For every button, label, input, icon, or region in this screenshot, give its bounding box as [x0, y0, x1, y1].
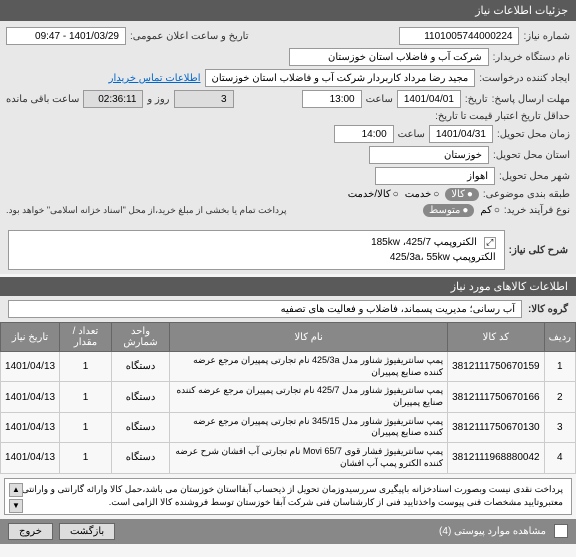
need-no-field: 1101005744000224: [399, 27, 519, 45]
delivery-label: زمان محل تحویل:: [497, 129, 570, 140]
footer-bar: مشاهده موارد پیوستی (4) بازگشت خروج: [0, 519, 576, 544]
validity-label: حداقل تاریخ اعتبار قیمت تا تاریخ:: [435, 111, 570, 122]
radio-goods[interactable]: ● کالا: [445, 188, 479, 201]
table-cell: پمپ سانتریفیوژ فشار قوی Movi 65/7 نام تج…: [170, 443, 448, 473]
table-cell: 1: [544, 352, 575, 382]
days-field: 3: [174, 90, 234, 108]
table-cell: 1: [60, 352, 112, 382]
province-field: خوزستان: [369, 146, 489, 164]
group-row: گروه کالا: آب رسانی؛ مدیریت پسماند، فاضل…: [0, 296, 576, 322]
contact-link[interactable]: اطلاعات تماس خریدار: [109, 73, 201, 84]
group-field: آب رسانی؛ مدیریت پسماند، فاضلاب و فعالیت…: [8, 300, 522, 318]
items-header: اطلاعات کالاهای مورد نیاز: [0, 277, 576, 296]
group-label: گروه کالا:: [528, 304, 568, 315]
radio-both[interactable]: ○ کالا/خدمت: [348, 189, 399, 200]
table-cell: پمپ سانتریفیوژ شناور مدل 345/15 نام تجار…: [170, 412, 448, 442]
radio-med[interactable]: ● متوسط: [423, 204, 474, 217]
desc-title: شرح کلی نیاز:: [509, 245, 568, 256]
back-button[interactable]: بازگشت: [59, 523, 115, 540]
table-row: 13812111750670159پمپ سانتریفیوژ شناور مد…: [1, 352, 576, 382]
table-cell: 3812111750670166: [448, 382, 545, 412]
table-cell: 3812111750670130: [448, 412, 545, 442]
desc-line1: الکتروپمپ 425/7، 185kw: [371, 237, 477, 248]
table-row: 23812111750670166پمپ سانتریفیوژ شناور مد…: [1, 382, 576, 412]
deadline-time-label: ساعت: [366, 94, 393, 105]
category-radio-group: ● کالا ○ خدمت ○ کالا/خدمت: [348, 188, 479, 201]
table-header: ردیف: [544, 323, 575, 352]
need-no-label: شماره نیاز:: [523, 31, 570, 42]
deadline-date-label: تاریخ:: [465, 94, 488, 105]
province-label: استان محل تحویل:: [493, 150, 570, 161]
note-down-button[interactable]: ▼: [9, 499, 23, 513]
table-cell: 1: [60, 382, 112, 412]
process-radio-group: ○ کم ● متوسط: [423, 204, 500, 217]
delivery-date-field: 1401/04/31: [429, 125, 493, 143]
table-row: 33812111750670130پمپ سانتریفیوژ شناور مد…: [1, 412, 576, 442]
table-cell: 1: [60, 443, 112, 473]
table-header: واحد شمارش: [111, 323, 169, 352]
table-cell: 3: [544, 412, 575, 442]
table-cell: 1: [60, 412, 112, 442]
process-note: پرداخت تمام یا بخشی از مبلغ خرید،از محل …: [6, 205, 286, 216]
table-cell: پمپ سانتریفیوژ شناور مدل 425/3a نام تجار…: [170, 352, 448, 382]
desc-box: ⤢ الکتروپمپ 425/7، 185kw الکتروپمپ 425/3…: [8, 230, 505, 270]
table-cell: پمپ سانتریفیوژ شناور مدل 425/7 نام تجارت…: [170, 382, 448, 412]
deadline-time-field: 13:00: [302, 90, 362, 108]
delivery-time-label: ساعت: [398, 129, 425, 140]
org-field: شرکت آب و فاضلاب استان خوزستان: [289, 48, 489, 66]
radio-service[interactable]: ○ خدمت: [405, 189, 440, 200]
delivery-time-field: 14:00: [334, 125, 394, 143]
attach-icon[interactable]: [554, 524, 568, 538]
exit-button[interactable]: خروج: [8, 523, 53, 540]
note-text: پرداخت نقدی نیست وبصورت اسنادخزانه باپیگ…: [22, 484, 563, 508]
table-header: نام کالا: [170, 323, 448, 352]
items-table: ردیفکد کالانام کالاواحد شمارشتعداد / مقد…: [0, 322, 576, 474]
desc-line2: الکتروپمپ 425/3a، 55kw: [390, 252, 496, 263]
radio-low[interactable]: ○ کم: [480, 205, 499, 216]
deadline-label: مهلت ارسال پاسخ:: [492, 94, 570, 105]
table-cell: 1401/04/13: [1, 382, 60, 412]
expand-icon[interactable]: ⤢: [484, 237, 496, 249]
category-label: طبقه بندی موضوعی:: [483, 189, 570, 200]
public-datetime-label: تاریخ و ساعت اعلان عمومی:: [130, 31, 249, 42]
note-up-button[interactable]: ▲: [9, 483, 23, 497]
table-cell: 1401/04/13: [1, 352, 60, 382]
table-cell: 2: [544, 382, 575, 412]
city-label: شهر محل تحویل:: [499, 171, 570, 182]
city-field: اهواز: [375, 167, 495, 185]
requester-field: مجید رضا مرداد کاربردار شرکت آب و فاضلاب…: [205, 69, 476, 87]
page-title: جزئیات اطلاعات نیاز: [475, 5, 568, 17]
table-cell: 1401/04/13: [1, 443, 60, 473]
table-cell: 4: [544, 443, 575, 473]
page-header: جزئیات اطلاعات نیاز: [0, 0, 576, 21]
table-cell: دستگاه: [111, 412, 169, 442]
remain-time-field: 02:36:11: [83, 90, 143, 108]
table-cell: 1401/04/13: [1, 412, 60, 442]
deadline-date-field: 1401/04/01: [397, 90, 461, 108]
days-label: روز و: [147, 94, 169, 105]
attach-label[interactable]: مشاهده موارد پیوستی (4): [439, 526, 546, 537]
table-cell: دستگاه: [111, 352, 169, 382]
table-header: کد کالا: [448, 323, 545, 352]
table-cell: دستگاه: [111, 382, 169, 412]
table-header: تعداد / مقدار: [60, 323, 112, 352]
process-label: نوع فرآیند خرید:: [504, 205, 570, 216]
requester-label: ایجاد کننده درخواست:: [479, 73, 570, 84]
table-cell: 3812111750670159: [448, 352, 545, 382]
form-area: شماره نیاز: 1101005744000224 تاریخ و ساع…: [0, 21, 576, 226]
table-header: تاریخ نیاز: [1, 323, 60, 352]
public-datetime-field: 1401/03/29 - 09:47: [6, 27, 126, 45]
org-label: نام دستگاه خریدار:: [493, 52, 570, 63]
table-cell: دستگاه: [111, 443, 169, 473]
remain-label: ساعت باقی مانده: [6, 94, 79, 105]
note-box: ▲ ▼ پرداخت نقدی نیست وبصورت اسنادخزانه ب…: [4, 478, 572, 515]
table-cell: 3812111968880042: [448, 443, 545, 473]
table-row: 43812111968880042پمپ سانتریفیوژ فشار قوی…: [1, 443, 576, 473]
